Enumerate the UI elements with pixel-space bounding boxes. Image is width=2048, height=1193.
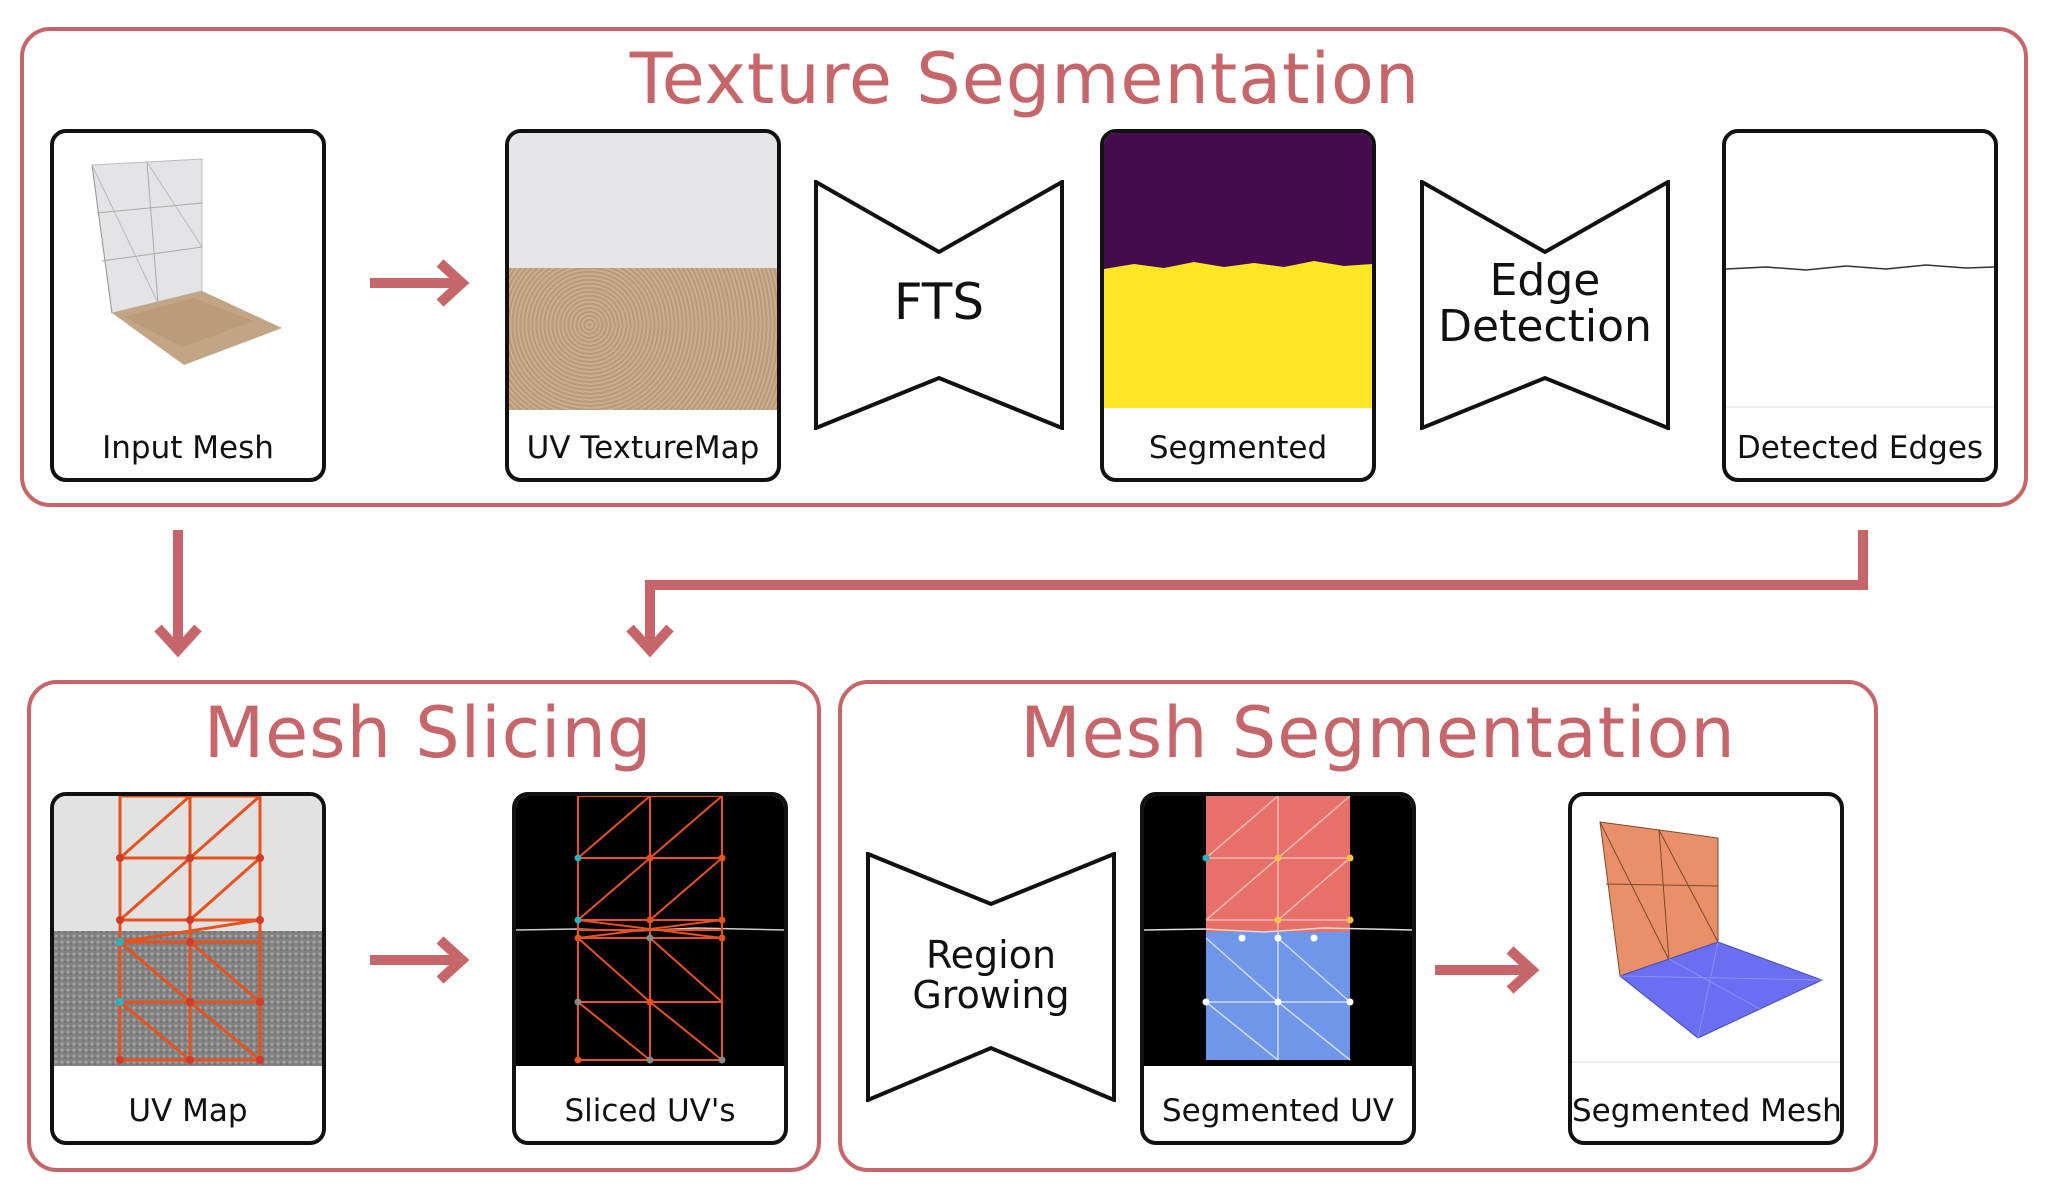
region-growing-network: Region Growing — [866, 852, 1116, 1102]
mesh-slicing-title: Mesh Slicing — [203, 692, 653, 774]
segmented-card: Segmented — [1100, 129, 1376, 482]
region-growing-label-line2: Growing — [912, 973, 1070, 1017]
fts-label: FTS — [893, 273, 985, 331]
segmented-mesh-card: Segmented Mesh — [1568, 792, 1844, 1145]
mesh-segmentation-title: Mesh Segmentation — [1020, 692, 1736, 774]
input-mesh-image — [91, 158, 282, 365]
segmented-uv-card: Segmented UV — [1140, 792, 1416, 1145]
uv-texturemap-image — [509, 133, 777, 410]
detected-edges-image — [1726, 264, 1994, 408]
segmented-mesh-image — [1572, 821, 1840, 1063]
sliced-uvs-label: Sliced UV's — [564, 1093, 736, 1129]
segmented-uv-image — [1144, 796, 1412, 1066]
detected-edges-card: Detected Edges — [1722, 129, 1998, 482]
mesh-segmentation-panel — [838, 680, 1878, 1172]
detected-edges-label: Detected Edges — [1736, 430, 1984, 466]
uv-texturemap-label: UV TextureMap — [526, 430, 760, 466]
uv-map-card: UV Map — [50, 792, 326, 1145]
texture-segmentation-title: Texture Segmentation — [629, 38, 1421, 120]
texture-segmentation-panel — [20, 27, 2028, 507]
fts-network: FTS — [814, 180, 1064, 430]
segmented-uv-label: Segmented UV — [1161, 1093, 1394, 1129]
uv-texturemap-card: UV TextureMap — [505, 129, 781, 482]
uv-map-label: UV Map — [128, 1093, 248, 1129]
segmented-mesh-label: Segmented Mesh — [1572, 1093, 1842, 1129]
segmented-image — [1104, 133, 1372, 408]
edge-detection-network: Edge Detection — [1420, 180, 1670, 430]
edge-detection-label-line2: Detection — [1438, 301, 1652, 352]
arrow-edges-to-slicing — [645, 530, 1868, 648]
sliced-uvs-image — [516, 796, 784, 1066]
edge-detection-label-line1: Edge — [1489, 255, 1601, 306]
input-mesh-card: Input Mesh — [50, 129, 326, 482]
uv-map-image — [54, 796, 322, 1066]
sliced-uvs-card: Sliced UV's — [512, 792, 788, 1145]
segmented-label: Segmented — [1148, 430, 1328, 466]
region-growing-label-line1: Region — [925, 933, 1057, 977]
mesh-slicing-panel — [27, 680, 821, 1172]
input-mesh-label: Input Mesh — [102, 430, 274, 466]
